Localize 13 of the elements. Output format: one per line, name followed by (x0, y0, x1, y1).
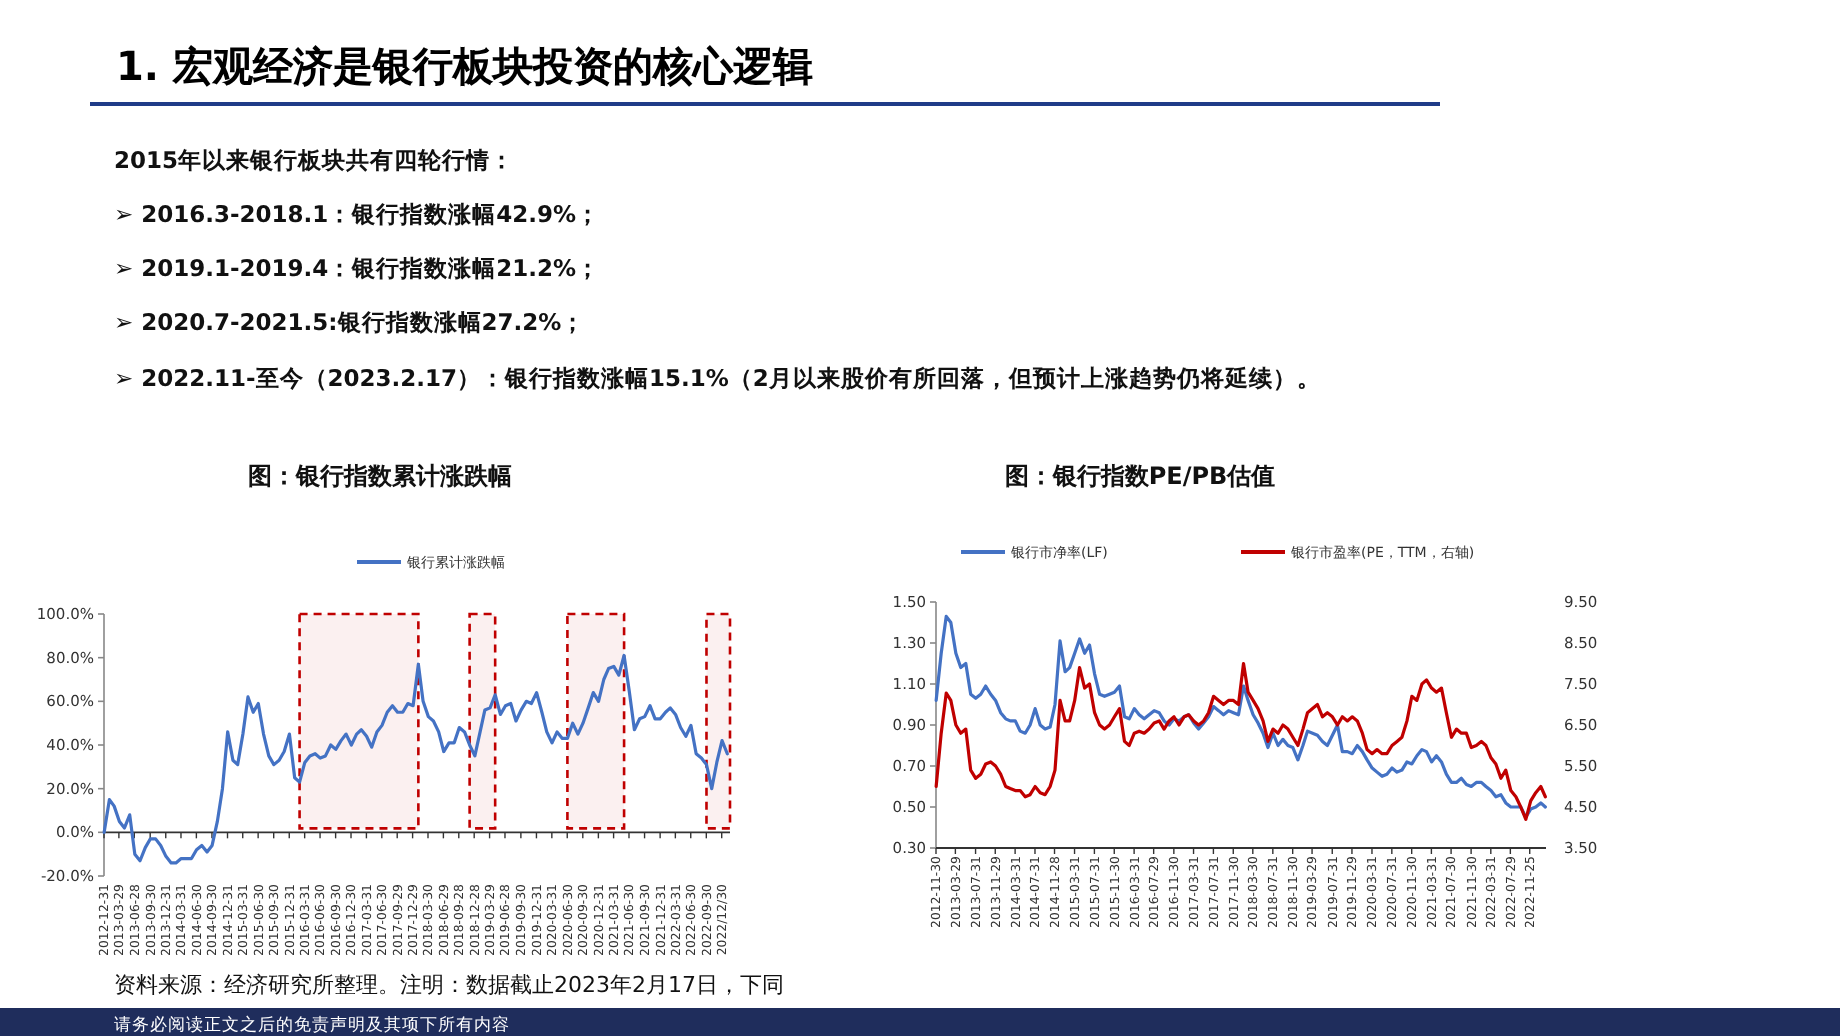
text: 请务必阅读正文之后的免责声明及其项下所有内容 (114, 1014, 510, 1036)
line-series (934, 614, 1547, 819)
text: ➢ 2016.3-2018.1：银行指数涨幅42.9%； (114, 200, 601, 228)
line-series (102, 653, 729, 865)
chart-title: 图：银行指数PE/PB估值 (1004, 462, 1276, 490)
text: 1. 宏观经济是银行板块投资的核心逻辑 (116, 42, 813, 90)
chart-title: 图：银行指数累计涨跌幅 (248, 462, 512, 490)
text: 资料来源：经济研究所整理。注明：数据截止2023年2月17日，下同 (114, 972, 784, 998)
text: ➢ 2019.1-2019.4：银行指数涨幅21.2%； (114, 254, 601, 282)
text: 2015年以来银行板块共有四轮行情： (114, 146, 515, 174)
line-series (934, 661, 1547, 821)
text: ➢ 2022.11-至今（2023.2.17）：银行指数涨幅15.1%（2月以来股价有所回落，但预计上涨趋势仍将延续）。 (114, 364, 1321, 392)
text: ➢ 2020.7-2021.5:银行指数涨幅27.2%； (114, 308, 586, 336)
